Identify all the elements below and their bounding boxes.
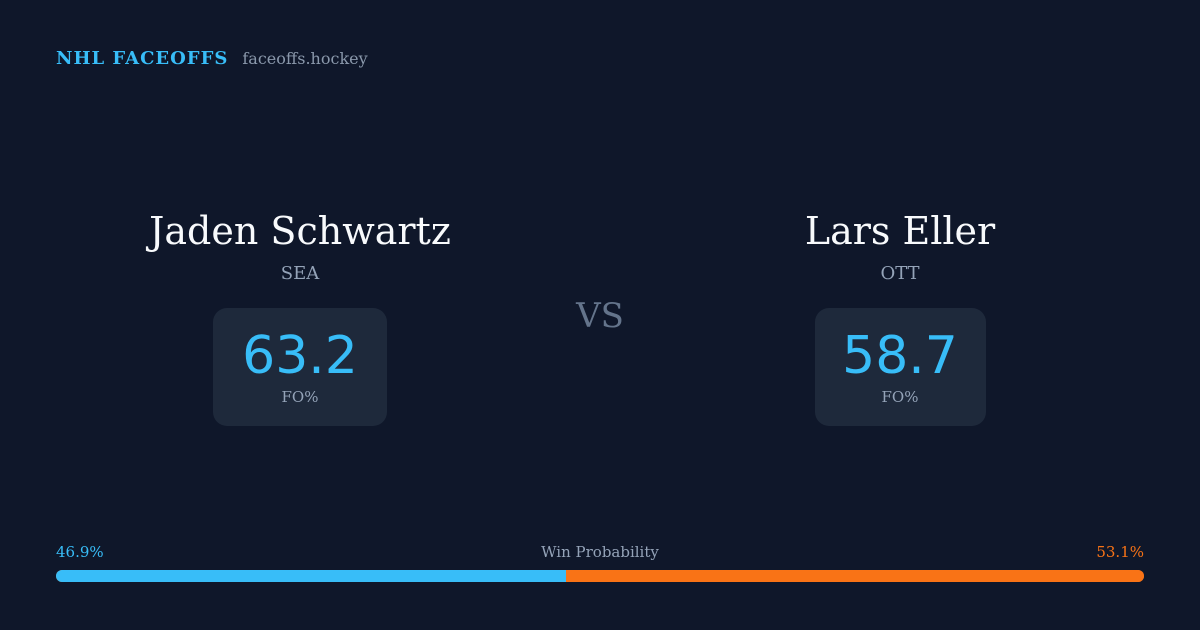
player-right: Lars Eller OTT 58.7 FO%	[690, 206, 1110, 426]
win-probability-title: Win Probability	[541, 543, 659, 561]
win-probability-left-value: 46.9%	[56, 543, 104, 561]
player-right-stat-label: FO%	[881, 388, 919, 406]
win-probability-right-value: 53.1%	[1096, 543, 1144, 561]
brand-title[interactable]: NHL FACEOFFS	[56, 48, 229, 69]
player-left-stat-value: 63.2	[242, 326, 358, 386]
player-right-stat-value: 58.7	[842, 326, 958, 386]
win-probability-labels: 46.9% Win Probability 53.1%	[56, 542, 1144, 562]
player-left-stat-label: FO%	[281, 388, 319, 406]
versus-label: VS	[576, 296, 624, 336]
player-right-name: Lars Eller	[804, 209, 996, 253]
header: NHL FACEOFFS faceoffs.hockey	[56, 48, 368, 72]
win-probability-bar-right	[566, 570, 1144, 582]
win-probability-bar-left	[56, 570, 567, 582]
player-left-stat-card: 63.2 FO%	[213, 308, 387, 426]
player-left-team: SEA	[280, 263, 320, 284]
site-domain[interactable]: faceoffs.hockey	[242, 49, 368, 68]
player-left-name: Jaden Schwartz	[149, 209, 451, 253]
player-left: Jaden Schwartz SEA 63.2 FO%	[90, 206, 510, 426]
win-probability-bar	[56, 570, 1144, 582]
player-right-team: OTT	[880, 263, 920, 284]
player-right-stat-card: 58.7 FO%	[814, 308, 986, 426]
